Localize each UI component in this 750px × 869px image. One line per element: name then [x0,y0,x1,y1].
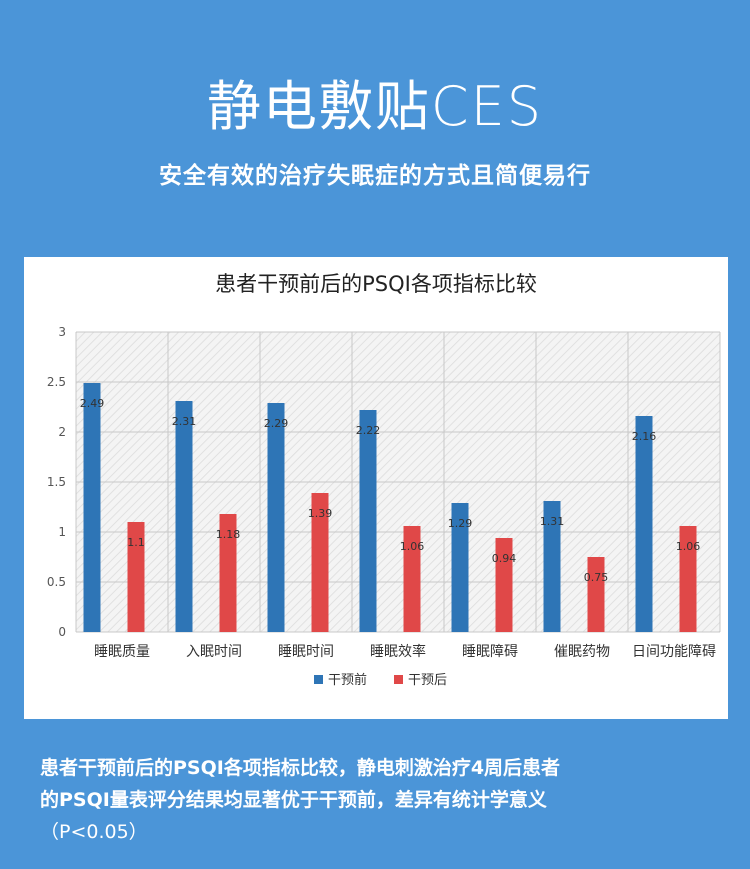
data-label: 2.49 [80,397,105,410]
data-label: 1.29 [448,517,473,530]
bar-before [175,401,193,632]
page-subtitle: 安全有效的治疗失眠症的方式且简便易行 [159,163,591,189]
data-label: 2.16 [632,430,657,443]
bar-after [587,557,605,632]
x-tick-label: 日间功能障碍 [632,644,716,660]
page-title: 静电敷贴CES [206,75,544,138]
data-label: 1.18 [216,528,241,541]
data-label: 1.06 [676,540,701,553]
data-label: 1.31 [540,515,565,528]
y-tick-label: 0.5 [47,575,66,589]
bar-before [359,410,377,632]
caption-line-1: 患者干预前后的PSQI各项指标比较，静电刺激治疗4周后患者 [40,757,561,779]
bar-after [679,526,697,632]
psqi-bar-chart: 患者干预前后的PSQI各项指标比较 0 0.5 1 1.5 2 2.5 3 2.49 1.1 睡眠… [47,272,721,688]
caption: 患者干预前后的PSQI各项指标比较，静电刺激治疗4周后患者 的PSQI量表评分结… [40,752,720,848]
data-label: 1.06 [400,540,425,553]
x-tick-label: 睡眠时间 [278,644,334,660]
chart-title: 患者干预前后的PSQI各项指标比较 [215,272,537,296]
x-tick-label: 催眠药物 [554,644,610,660]
caption-line-2: 的PSQI量表评分结果均显著优于干预前，差异有统计学意义 [40,789,547,811]
x-tick-label: 睡眠质量 [94,644,150,660]
data-label: 2.29 [264,417,289,430]
y-tick-label: 3 [58,325,66,339]
data-label: 1.1 [127,536,145,549]
bar-before [267,403,285,632]
x-tick-label: 入眠时间 [186,644,242,660]
bar-after [311,493,329,632]
caption-note: （P<0.05） [40,821,148,843]
data-label: 2.31 [172,415,197,428]
chart-card: 患者干预前后的PSQI各项指标比较 0 0.5 1 1.5 2 2.5 3 2.49 1.1 睡眠… [24,257,728,719]
y-tick-label: 2.5 [47,375,66,389]
data-label: 1.39 [308,507,333,520]
legend-swatch [314,675,323,684]
y-tick-label: 0 [58,625,66,639]
data-label: 0.94 [492,552,517,565]
legend-label: 干预前 [328,672,367,688]
bar-before [83,383,101,632]
legend-swatch [394,675,403,684]
bar-after [127,522,145,632]
y-tick-label: 1 [58,525,66,539]
x-tick-label: 睡眠效率 [370,643,426,660]
data-label: 2.22 [356,424,381,437]
y-tick-label: 1.5 [47,475,66,489]
data-label: 0.75 [584,571,609,584]
bar-after [219,514,237,632]
bar-after [403,526,421,632]
bar-before [543,501,561,632]
bar-before [451,503,469,632]
x-tick-label: 睡眠障碍 [462,644,518,660]
bar-before [635,416,653,632]
y-tick-label: 2 [58,425,66,439]
legend-label: 干预后 [408,673,447,688]
bar-after [495,538,513,632]
